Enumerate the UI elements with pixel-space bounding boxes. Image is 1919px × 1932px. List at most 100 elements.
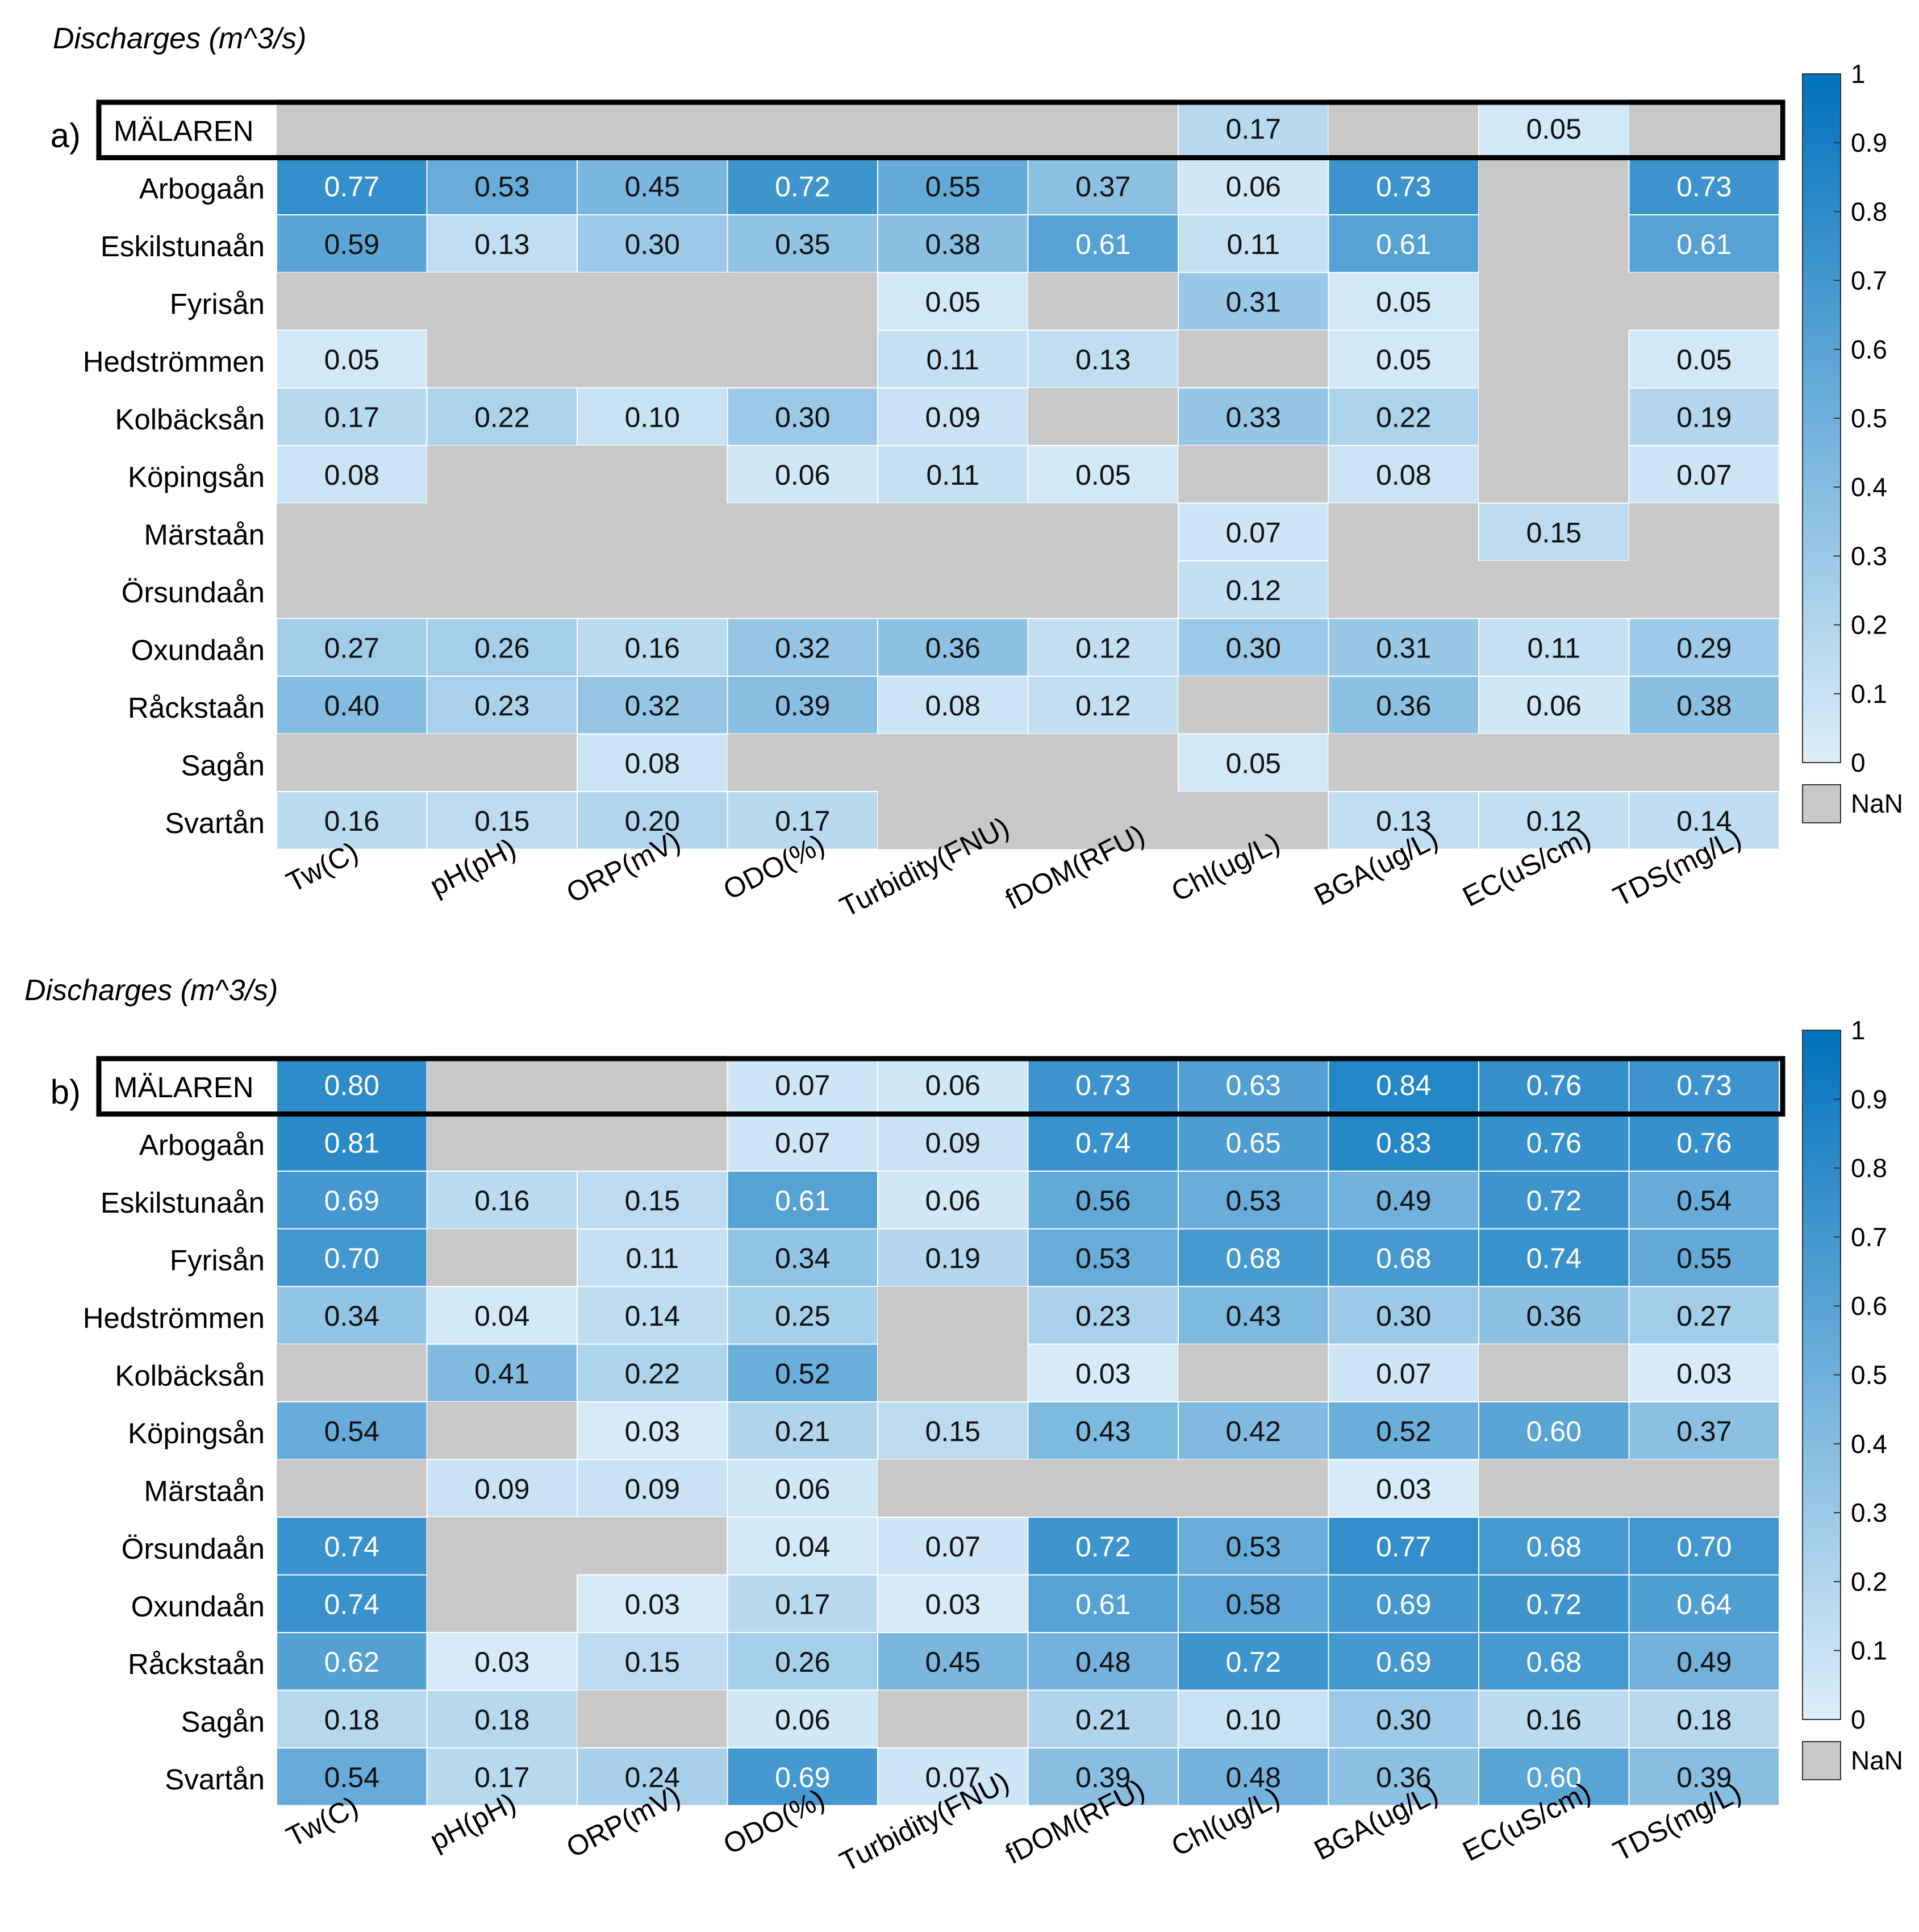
colorbar: 0 0.1 0.2 0.3 0.4 0.5 0.6 0.7 0.8 0.9 1 NaN: [1802, 1015, 1903, 1780]
heatmap-cell: [1328, 330, 1479, 389]
heatmap-cell: [1478, 791, 1630, 850]
cell-value-label: 0.72: [1226, 1646, 1281, 1678]
cell-value-label: 0.16: [324, 805, 379, 837]
heatmap-cell: [1479, 1459, 1629, 1517]
cell-value-label: 0.36: [1376, 690, 1431, 722]
cell-value-label: 0.61: [1075, 1588, 1130, 1620]
cell-value-label: 0.72: [775, 170, 830, 202]
cell-value-label: 0.54: [1676, 1185, 1732, 1217]
cell-value-label: 0.30: [775, 401, 830, 433]
cell-value-label: 0.54: [324, 1762, 379, 1793]
heatmap-cell: [427, 1056, 577, 1114]
cell-value-label: 0.06: [775, 459, 830, 491]
heatmap-cell: [276, 1401, 428, 1460]
highlight-row-frame: [96, 99, 1785, 160]
cell-value-label: 0.05: [1226, 747, 1281, 779]
heatmap-cell: [727, 676, 878, 735]
heatmap-cell: [1178, 445, 1329, 503]
heatmap-cell: [1028, 734, 1178, 792]
colorbar-tick-label: 0.5: [1851, 403, 1887, 433]
cell-value-label: 0.33: [1226, 401, 1281, 433]
cell-value-label: 0.62: [324, 1646, 379, 1678]
cell-value-label: 0.31: [1226, 286, 1281, 318]
heatmap-cell: [1328, 561, 1479, 619]
cell-value-label: 0.13: [474, 228, 529, 260]
cell-value-label: 0.69: [1376, 1588, 1431, 1620]
heatmap-cell: [1628, 791, 1780, 850]
cell-value-label: 0.53: [1226, 1185, 1281, 1217]
cell-value-label: 0.49: [1676, 1646, 1732, 1678]
cell-value-label: 0.27: [324, 632, 379, 664]
heatmap-cell: [426, 1632, 578, 1691]
heatmap-cell: [276, 214, 428, 273]
heatmap-cell: [1178, 733, 1329, 792]
heatmap-cell: [577, 99, 728, 157]
cell-value-label: 0.05: [1676, 344, 1732, 376]
cell-value-label: 0.39: [775, 690, 830, 722]
heatmap-cell: [727, 1401, 878, 1460]
cell-value-label: 0.15: [474, 805, 529, 837]
heatmap-cell: [1628, 156, 1780, 215]
heatmap-cell: [577, 1517, 728, 1575]
heatmap-cell: [727, 1171, 878, 1230]
heatmap-cell: [1328, 272, 1479, 331]
heatmap-cell: [277, 99, 427, 157]
heatmap-cell: [1628, 1401, 1780, 1460]
heatmap-cell: [1028, 388, 1178, 445]
cell-value-label: 0.74: [1075, 1127, 1130, 1159]
row-label: Sagån: [181, 750, 265, 782]
heatmap-cell: [1479, 734, 1629, 792]
cell-value-label: 0.31: [1376, 632, 1431, 664]
heatmap-cell: [1027, 618, 1179, 677]
heatmap-cell: [276, 1689, 428, 1748]
panel-label: a): [51, 116, 81, 155]
heatmap-cell: [577, 1574, 728, 1633]
cell-value-label: 0.48: [1075, 1646, 1130, 1678]
heatmap-cell: [1178, 792, 1329, 850]
cell-value-label: 0.12: [1075, 632, 1130, 664]
heatmap-cell: [427, 734, 577, 792]
cell-value-label: 0.73: [1075, 1069, 1130, 1101]
row-label: Arbogaån: [139, 1129, 265, 1161]
colorbar-tick-label: 0.7: [1851, 1222, 1887, 1252]
heatmap-cell: [1027, 1632, 1179, 1691]
cell-value-label: 0.16: [1526, 1704, 1582, 1735]
heatmap-cell: [877, 1747, 1029, 1806]
nan-swatch: [1802, 1741, 1841, 1780]
heatmap-cell: [1178, 1286, 1329, 1345]
cell-value-label: 0.30: [1376, 1704, 1431, 1735]
cell-value-label: 0.69: [324, 1185, 379, 1217]
cell-value-label: 0.54: [324, 1415, 379, 1447]
heatmap-cell: [727, 503, 878, 561]
heatmap-cell: [1028, 792, 1178, 850]
heatmap-cell: [1628, 1574, 1780, 1633]
heatmap-cell: [427, 1575, 577, 1633]
heatmap-cell: [276, 1055, 428, 1114]
heatmap-cell: [1178, 1228, 1329, 1287]
heatmap-cell: [1027, 1401, 1179, 1460]
heatmap-cell: [276, 1632, 428, 1691]
cell-value-label: 0.55: [1676, 1242, 1732, 1274]
row-label: Köpingsån: [128, 461, 265, 493]
cell-value-label: 0.26: [474, 632, 529, 664]
heatmap-cell: [1028, 503, 1178, 561]
cell-value-label: 0.11: [1227, 228, 1280, 260]
cell-value-label: 0.70: [324, 1242, 379, 1274]
cell-value-label: 0.60: [1526, 1415, 1582, 1447]
heatmap-cell: [577, 272, 728, 330]
cell-value-label: 0.22: [625, 1358, 680, 1389]
heatmap-cell: [727, 561, 878, 619]
heatmap-cell: [1178, 1574, 1329, 1633]
colorbar-tick-label: 0.5: [1851, 1360, 1887, 1390]
cell-value-label: 0.08: [1376, 459, 1431, 491]
heatmap-cell: [1628, 1171, 1780, 1230]
heatmap-cell: [1328, 1632, 1479, 1691]
cell-value-label: 0.07: [1376, 1358, 1431, 1389]
row-label: Oxundaån: [131, 634, 265, 667]
heatmap-cell: [277, 561, 427, 619]
cell-value-label: 0.03: [1376, 1473, 1431, 1505]
cell-value-label: 0.07: [1676, 459, 1732, 491]
heatmap-cell: [276, 387, 428, 446]
nan-label: NaN: [1851, 789, 1903, 818]
panel-a: Discharges (m^3/s) a) 0.17 0.05 0.77 0.53 0.45…: [51, 22, 1903, 923]
